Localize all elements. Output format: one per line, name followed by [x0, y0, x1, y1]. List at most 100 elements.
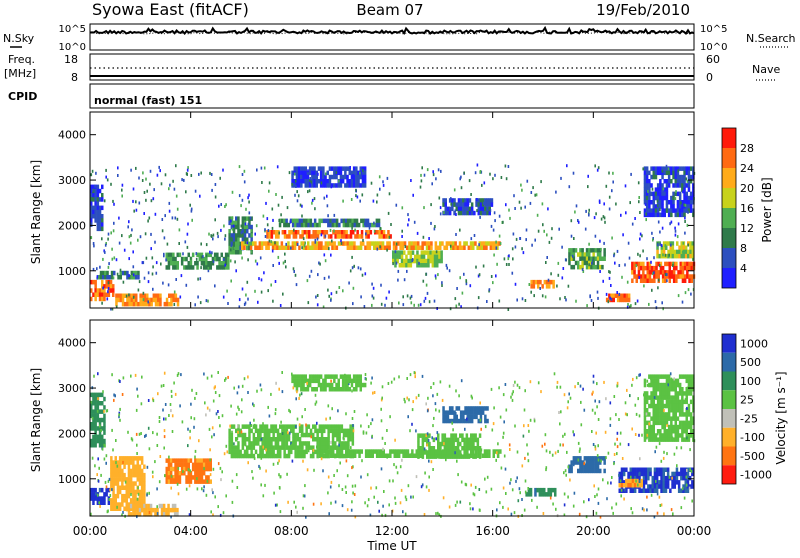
heatmap-cell	[653, 429, 656, 434]
heatmap-cell	[478, 243, 480, 246]
heatmap-cell	[389, 454, 392, 459]
heatmap-cell	[566, 164, 568, 167]
heatmap-cell	[677, 274, 680, 279]
heatmap-cell	[131, 302, 134, 307]
heatmap-cell	[97, 418, 100, 423]
heatmap-cell	[141, 494, 144, 499]
heatmap-cell	[595, 248, 598, 253]
heatmap-cell	[666, 437, 669, 442]
heatmap-cell	[427, 263, 430, 268]
heatmap-cell	[284, 253, 286, 256]
heatmap-cell	[295, 397, 297, 400]
heatmap-cell	[220, 229, 222, 232]
heatmap-cell	[233, 233, 236, 238]
heatmap-cell	[376, 486, 378, 489]
heatmap-cell	[678, 169, 680, 172]
heatmap-cell	[261, 278, 263, 281]
heatmap-cell	[321, 433, 324, 438]
heatmap-cell	[464, 406, 467, 411]
heatmap-cell	[102, 287, 104, 290]
heatmap-cell	[638, 270, 641, 275]
heatmap-cell	[94, 488, 97, 493]
heatmap-cell	[584, 257, 587, 262]
heatmap-cell	[480, 406, 483, 411]
heatmap-cell	[621, 472, 624, 477]
heatmap-cell	[203, 471, 206, 476]
heatmap-cell	[472, 246, 475, 251]
heatmap-cell	[122, 461, 124, 464]
heatmap-cell	[541, 492, 544, 497]
heatmap-cell	[102, 448, 104, 451]
heatmap-cell	[135, 294, 138, 299]
heatmap-cell	[128, 274, 130, 277]
heatmap-cell	[168, 475, 171, 480]
heatmap-cell	[417, 246, 420, 251]
heatmap-cell	[369, 449, 372, 454]
heatmap-cell	[349, 179, 352, 184]
heatmap-cell	[97, 435, 100, 440]
heatmap-cell	[105, 481, 107, 484]
heatmap-cell	[690, 412, 693, 417]
heatmap-cell	[196, 477, 198, 480]
heatmap-cell	[460, 202, 463, 207]
heatmap-cell	[305, 433, 308, 438]
heatmap-cell	[283, 262, 285, 265]
heatmap-cell	[225, 234, 227, 237]
heatmap-cell	[131, 271, 134, 276]
heatmap-cell	[661, 416, 664, 421]
heatmap-cell	[430, 241, 433, 246]
heatmap-cell	[286, 454, 289, 459]
heatmap-cell	[610, 401, 612, 404]
heatmap-cell	[104, 251, 106, 254]
heatmap-cell	[543, 488, 546, 493]
heatmap-cell	[196, 458, 199, 463]
heatmap-cell	[94, 422, 97, 427]
heatmap-cell	[688, 196, 691, 201]
heatmap-cell	[316, 246, 319, 251]
heatmap-cell	[130, 481, 133, 486]
heatmap-cell	[506, 177, 508, 180]
heatmap-cell	[152, 508, 155, 513]
heatmap-cell	[333, 175, 336, 180]
heatmap-cell	[577, 265, 580, 270]
heatmap-cell	[282, 293, 284, 296]
heatmap-cell	[304, 495, 306, 498]
heatmap-cell	[94, 439, 97, 444]
heatmap-cell	[437, 246, 440, 251]
heatmap-cell	[174, 475, 177, 480]
heatmap-cell	[666, 412, 669, 417]
heatmap-cell	[373, 241, 376, 246]
heatmap-cell	[157, 298, 160, 303]
heatmap-cell	[668, 416, 671, 421]
heatmap-cell	[261, 457, 263, 460]
heatmap-cell	[339, 427, 341, 430]
heatmap-cell	[632, 483, 635, 488]
heatmap-cell	[629, 257, 631, 260]
heatmap-cell	[327, 441, 330, 446]
heatmap-cell	[278, 262, 280, 265]
heatmap-cell	[357, 374, 360, 379]
heatmap-cell	[305, 387, 308, 392]
heatmap-cell	[228, 437, 231, 442]
heatmap-cell	[489, 288, 491, 291]
heatmap-cell	[207, 480, 209, 483]
heatmap-cell	[442, 415, 445, 420]
heatmap-cell	[657, 400, 660, 405]
heatmap-cell	[99, 443, 102, 448]
heatmap-cell	[287, 241, 290, 246]
heatmap-cell	[177, 298, 180, 303]
heatmap-cell	[190, 265, 193, 270]
heatmap-cell	[382, 437, 384, 440]
heatmap-cell	[680, 274, 683, 279]
heatmap-cell	[530, 488, 533, 493]
heatmap-cell	[292, 437, 295, 442]
heatmap-cell	[689, 250, 692, 255]
heatmap-cell	[383, 234, 386, 239]
heatmap-cell	[469, 419, 472, 424]
heatmap-cell	[99, 197, 102, 202]
heatmap-cell	[325, 449, 328, 454]
heatmap-cell	[427, 432, 429, 435]
heatmap-cell	[292, 223, 295, 228]
heatmap-cell	[227, 261, 230, 266]
heatmap-cell	[446, 446, 449, 451]
